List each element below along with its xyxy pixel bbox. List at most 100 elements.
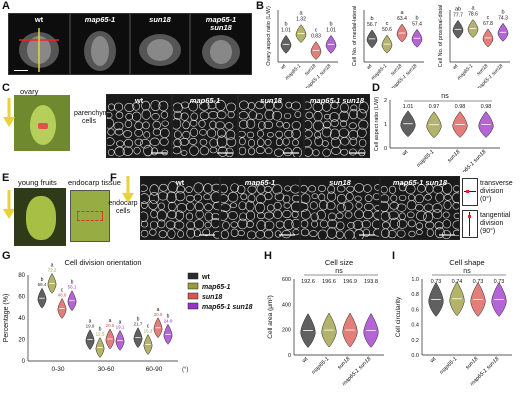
cell-outline <box>211 212 219 221</box>
cell-outline <box>245 210 256 221</box>
cell-outline <box>326 201 336 210</box>
cell-outline <box>327 185 336 194</box>
cell-outline <box>327 212 337 221</box>
y-axis-label: Cell No. of medial-lateral <box>352 6 358 66</box>
cell-outline <box>353 229 365 239</box>
cell-outline <box>330 101 339 109</box>
cell-outline <box>165 220 176 230</box>
cell-outline <box>166 210 177 219</box>
cell-outline <box>432 209 443 220</box>
cell-outline <box>203 193 212 201</box>
sig-letter: b <box>137 317 140 323</box>
cell-outline <box>174 210 184 221</box>
cell-outline <box>132 102 140 111</box>
cell-outline <box>338 110 350 123</box>
cell-outline <box>107 148 115 156</box>
cell-outline <box>149 228 157 236</box>
x-tick-label: wt <box>401 149 410 158</box>
cell-outline <box>221 194 229 203</box>
cell-outline <box>319 219 329 228</box>
cell-outline <box>273 201 282 211</box>
sem-label-double: map65-1 sun18 <box>205 15 237 32</box>
cell-outline <box>195 209 204 219</box>
cell-outline <box>182 130 191 140</box>
cell-outline <box>301 209 311 220</box>
cell-outline <box>236 185 246 195</box>
cell-outline <box>209 138 219 148</box>
cell-outline <box>180 150 188 156</box>
cell-outline <box>173 138 182 148</box>
cell-outline <box>157 202 165 210</box>
y-tick-label: 0 <box>384 146 387 152</box>
cell-outline <box>388 185 397 194</box>
cell-outline <box>267 131 274 138</box>
cell-outline <box>177 230 184 238</box>
cell-outline <box>221 183 228 194</box>
cell-outline <box>283 202 291 209</box>
cell-outline <box>291 128 301 139</box>
cell-outline <box>173 118 182 130</box>
cell-outline <box>230 221 238 228</box>
y-tick-label: 0 <box>22 359 26 365</box>
x-tick-label: map65-1 <box>416 149 436 169</box>
cell-outline <box>316 209 326 221</box>
sig-ns: ns <box>441 93 449 100</box>
tangential-division-label: tangential division (90°) <box>480 212 511 235</box>
cell-outline <box>381 221 390 230</box>
ovary-photo <box>14 95 70 151</box>
cell-outline <box>354 183 365 193</box>
cell-outline <box>180 112 189 121</box>
x-tick-label: sun18 <box>337 356 353 372</box>
cell-outline <box>173 146 182 155</box>
cell-outline <box>142 121 150 130</box>
cell-outline <box>305 101 312 110</box>
cell-outline <box>322 102 332 112</box>
mean-label: 0.73 <box>494 279 505 285</box>
young-fruits-label: young fruits <box>18 178 57 187</box>
mean-label: 0.98 <box>481 104 492 110</box>
cell-outline <box>372 193 379 201</box>
cell-outline <box>167 181 179 193</box>
cell-outline <box>452 220 459 230</box>
cell-outline <box>425 221 435 230</box>
cell-outline <box>443 200 452 210</box>
cell-outline <box>364 202 374 211</box>
cell-outline <box>398 194 407 201</box>
cell-outline <box>340 102 349 113</box>
cell-outline <box>282 210 292 219</box>
cell-outline <box>141 109 151 120</box>
cell-outline <box>416 229 423 235</box>
cell-outline <box>358 101 369 114</box>
cell-outline <box>149 192 160 204</box>
cell-outline <box>408 230 416 238</box>
cell-outline <box>221 229 229 239</box>
cell-outline <box>124 120 133 128</box>
cell-outline <box>188 137 198 145</box>
down-arrow-icon <box>3 98 15 127</box>
sig-letter: b <box>99 327 102 333</box>
mean-label: 21.7 <box>134 322 143 327</box>
cell-outline <box>322 126 332 138</box>
cell-outline <box>152 128 162 136</box>
cell-outline <box>123 138 134 148</box>
cell-outline <box>248 110 258 120</box>
cell-outline <box>185 194 195 203</box>
cell-outline <box>107 128 115 136</box>
x-tick-label: sun18 <box>465 356 481 372</box>
cell-outline <box>217 146 228 157</box>
cell-outline <box>291 218 299 229</box>
cell-outline <box>131 111 142 122</box>
cell-outline <box>282 137 290 146</box>
cell-outline <box>276 121 284 128</box>
legend-label: wt <box>201 274 210 281</box>
cell-outline <box>202 228 211 237</box>
parenchyma-label: parenchyma cells <box>74 110 113 125</box>
cell-outline <box>148 200 158 210</box>
cell-outline <box>149 137 160 146</box>
cell-outline <box>442 182 453 195</box>
y-tick-label: 1.0 <box>411 277 419 283</box>
mean-label: 72.2 <box>48 267 57 272</box>
endocarp-tissue-label: endocarp tissue <box>68 178 121 187</box>
cell-outline <box>151 113 160 121</box>
cell-outline <box>216 110 227 120</box>
